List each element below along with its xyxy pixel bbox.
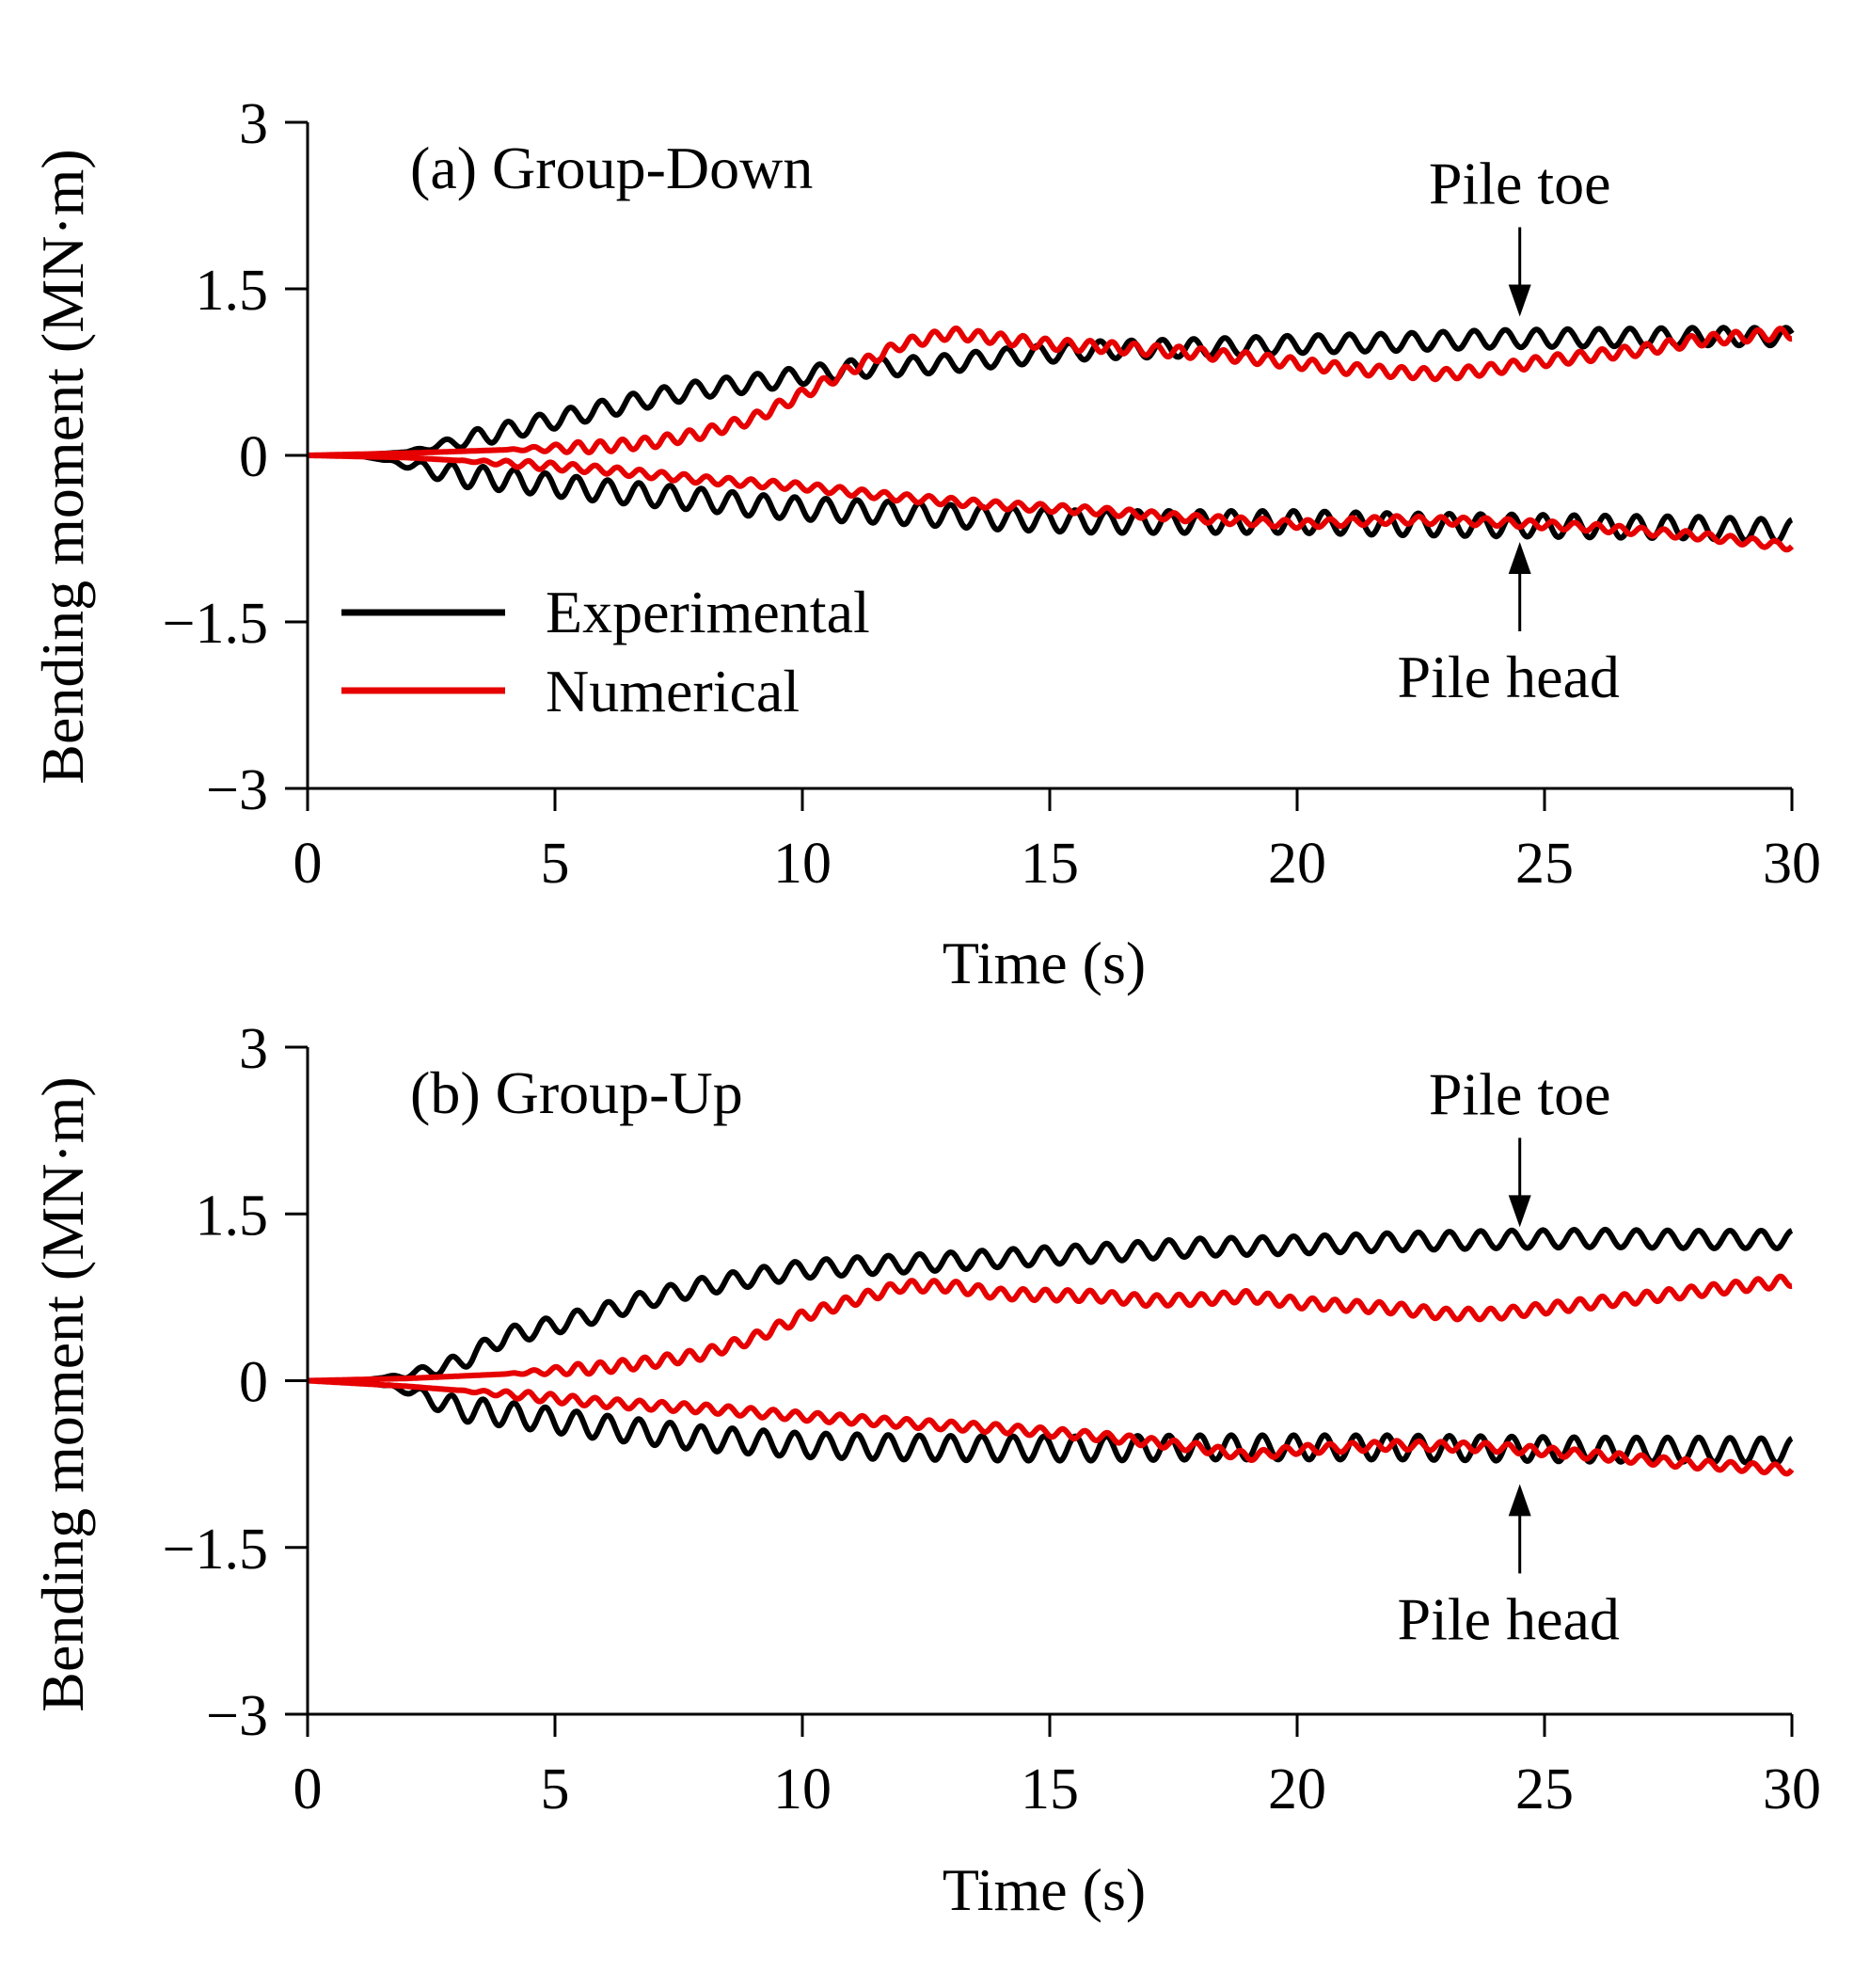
y-tick-label: −1.5: [163, 1518, 268, 1582]
series-experimental-pile-toe: [306, 325, 1795, 458]
annotation-pile-toe: Pile toe: [1429, 1060, 1611, 1127]
series-experimental-pile-toe: [306, 1226, 1794, 1384]
y-tick-label: −1.5: [163, 592, 268, 656]
x-tick-label: 15: [1021, 832, 1079, 896]
x-tick-label: 20: [1268, 1757, 1326, 1821]
arrow-head: [1508, 284, 1531, 317]
x-tick-label: 5: [541, 1757, 570, 1821]
series-numerical-pile-toe: [306, 326, 1794, 458]
panel-label: (a) Group-Down: [410, 135, 813, 201]
series-experimental-pile-head: [306, 453, 1794, 545]
y-axis-label: Bending moment (MN·m): [29, 149, 96, 784]
series-layer: [306, 325, 1795, 553]
x-axis-label: Time (s): [943, 1856, 1146, 1923]
annotation-pile-toe: Pile toe: [1429, 151, 1611, 217]
x-tick-label: 5: [541, 832, 570, 896]
series-numerical-pile-head: [306, 453, 1795, 553]
annotations: Pile toe Pile head: [1398, 1060, 1620, 1652]
y-tick-label: 0: [239, 1351, 268, 1415]
x-tick-label: 0: [293, 832, 323, 896]
arrow-head: [1508, 1484, 1531, 1517]
legend-label-experimental: Experimental: [546, 579, 870, 645]
series-numerical-pile-head: [306, 1377, 1795, 1477]
tick-labels: 3 1.5 0 −1.5 −3 0 5 10 15 20 25 30: [163, 1017, 1821, 1821]
y-tick-label: 0: [239, 425, 268, 489]
arrow-head: [1508, 1195, 1531, 1228]
annotation-pile-head: Pile head: [1398, 1585, 1620, 1652]
x-tick-label: 25: [1515, 1757, 1574, 1821]
axes: [285, 120, 1794, 811]
x-axis-label: Time (s): [943, 930, 1146, 996]
x-tick-label: 10: [773, 832, 832, 896]
panel-label: (b) Group-Up: [410, 1059, 743, 1126]
series-layer: [306, 1226, 1795, 1477]
y-tick-label: 1.5: [196, 259, 269, 323]
panel-a: Bending moment (MN·m) (a) Group-Down Tim…: [29, 92, 1821, 996]
y-tick-label: 3: [239, 1017, 268, 1081]
x-tick-label: 0: [293, 1757, 323, 1821]
legend: Experimental Numerical: [341, 579, 870, 724]
y-tick-label: 1.5: [196, 1184, 269, 1248]
tick-labels: 3 1.5 0 −1.5 −3 0 5 10 15 20 25 30: [163, 92, 1821, 896]
x-tick-label: 20: [1268, 832, 1326, 896]
x-tick-label: 25: [1515, 832, 1574, 896]
x-tick-label: 30: [1763, 832, 1821, 896]
y-tick-label: −3: [206, 1684, 268, 1748]
panel-b: Bending moment (MN·m) (b) Group-Up Time …: [29, 1017, 1821, 1923]
axes: [285, 1045, 1794, 1737]
legend-label-numerical: Numerical: [546, 658, 800, 724]
series-experimental-pile-head: [306, 1377, 1794, 1466]
y-tick-label: 3: [239, 92, 268, 156]
arrow-head: [1508, 542, 1531, 575]
annotation-pile-head: Pile head: [1398, 644, 1620, 710]
x-tick-label: 15: [1021, 1757, 1079, 1821]
annotations: Pile toe Pile head: [1398, 151, 1620, 711]
series-numerical-pile-toe: [306, 1273, 1794, 1384]
x-tick-label: 10: [773, 1757, 832, 1821]
y-axis-label: Bending moment (MN·m): [29, 1076, 96, 1711]
x-tick-label: 30: [1763, 1757, 1821, 1821]
y-tick-label: −3: [206, 758, 268, 822]
